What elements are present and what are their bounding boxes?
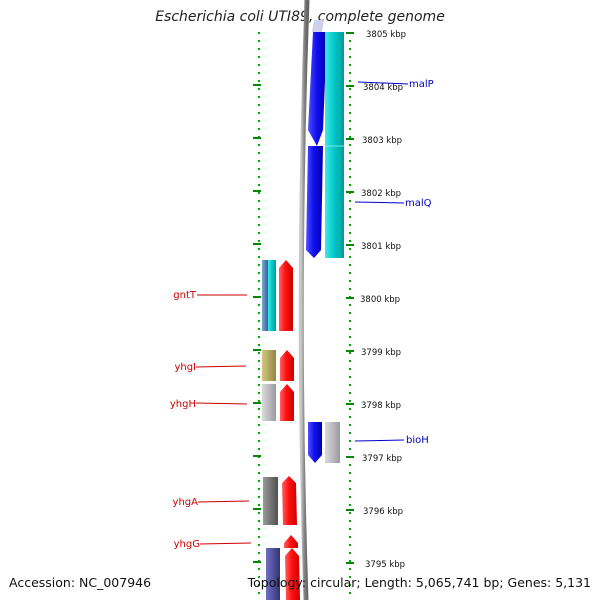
left-major-ticks [253, 84, 261, 563]
cog-box-yhgH [262, 384, 276, 421]
gene-label-malP: malP [409, 79, 434, 90]
cog-box-gntT-left [262, 260, 268, 331]
forward-strand-features [279, 260, 300, 600]
gene-label-yhgH: yhgH [170, 399, 196, 410]
gene-leader-lines [195, 81, 409, 545]
gene-arrow-yhgH [280, 384, 294, 421]
cog-box-gntT-right [268, 260, 276, 331]
backbone-highlight [312, 20, 324, 32]
leader-yhgH [195, 402, 248, 405]
gene-arrow-malQ [306, 146, 323, 258]
scale-label: 3802 kbp [361, 189, 401, 199]
leader-yhgI [195, 365, 247, 368]
cog-box-yhgA [263, 477, 278, 525]
gene-arrow-malP [308, 32, 327, 146]
scale-label: 3799 kbp [361, 348, 401, 358]
gene-label-yhgA: yhgA [173, 497, 199, 508]
cog-box-yhgG [266, 548, 280, 600]
scale-label: 3805 kbp [366, 30, 406, 40]
scale-label: 3798 kbp [361, 401, 401, 411]
reverse-strand-features [306, 32, 327, 463]
accession-text: Accession: NC_007946 [9, 575, 152, 590]
gene-arrow-yhgA [282, 476, 297, 525]
gene-label-malQ: malQ [405, 198, 432, 209]
gene-arrow-bioH [308, 422, 322, 463]
gene-arrow-yhgG-lower [285, 548, 300, 600]
gene-label-yhgI: yhgI [174, 362, 196, 373]
scale-label: 3804 kbp [363, 83, 403, 93]
map-title: Escherichia coli UTI89, complete genome [155, 9, 445, 25]
cog-box-bioH [325, 422, 340, 463]
cog-box-yhgI [262, 350, 276, 381]
scale-label: 3801 kbp [361, 242, 401, 252]
genome-summary-text: Topology: circular; Length: 5,065,741 bp… [247, 575, 591, 590]
leader-bioH [354, 439, 405, 442]
leader-yhgA [197, 500, 250, 503]
scale-label: 3800 kbp [360, 295, 400, 305]
scale-labels: 3805 kbp 3804 kbp 3803 kbp 3802 kbp 3801… [360, 30, 406, 570]
gene-label-bioH: bioH [406, 435, 429, 446]
gene-label-gntT: gntT [173, 290, 197, 301]
scale-label: 3803 kbp [362, 136, 402, 146]
scale-label: 3797 kbp [362, 454, 402, 464]
leader-yhgG [199, 542, 252, 545]
scale-label: 3796 kbp [363, 507, 403, 517]
gene-labels: malP malQ bioH gntT yhgI yhgH yhgA yhgG [170, 79, 434, 550]
gene-arrow-yhgI [280, 350, 294, 381]
leader-malQ [354, 201, 405, 204]
gene-label-yhgG: yhgG [174, 539, 200, 550]
cog-boxes [262, 32, 344, 600]
genome-backbone [298, 0, 310, 600]
leader-malP [357, 81, 409, 85]
scale-label: 3795 kbp [365, 560, 405, 570]
right-major-ticks [346, 32, 354, 564]
gene-arrow-yhgG-upper [284, 535, 298, 548]
gene-arrow-gntT [279, 260, 293, 331]
cog-box-malP-malQ [325, 32, 344, 258]
